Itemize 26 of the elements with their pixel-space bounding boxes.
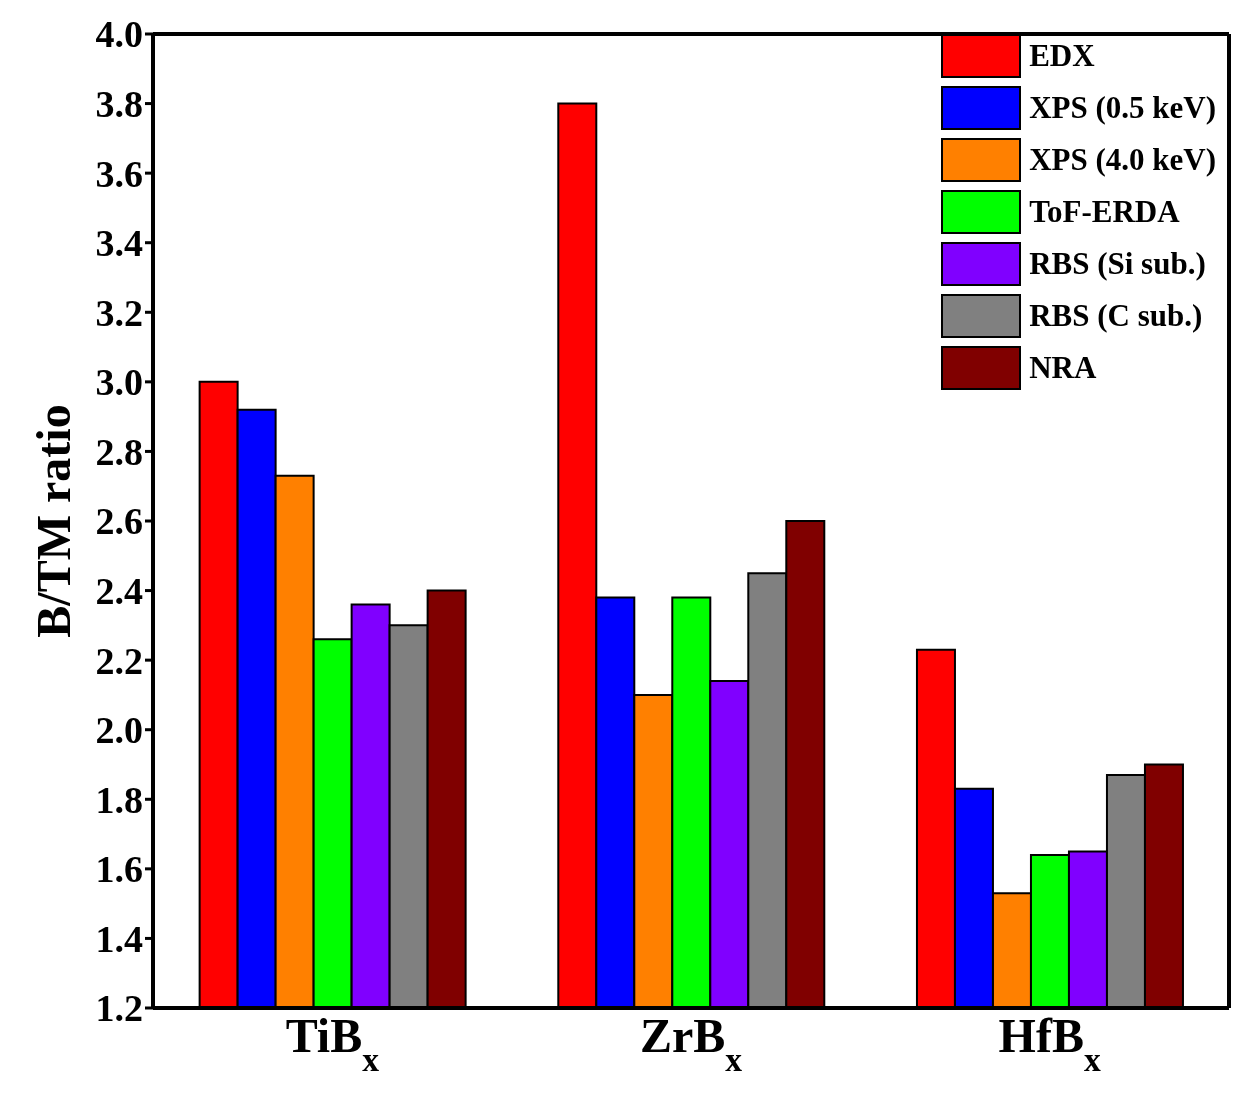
legend-label: XPS (0.5 keV) (1029, 90, 1216, 126)
y-tick-label: 2.4 (95, 570, 143, 613)
y-tick-label: 3.0 (95, 361, 143, 404)
y-tick-label: 2.0 (95, 709, 143, 752)
y-tick-label: 2.6 (95, 500, 143, 543)
legend-label: XPS (4.0 keV) (1029, 142, 1216, 178)
y-tick-label: 3.8 (95, 83, 143, 126)
x-tick-label: TiB$_{x}$ (285, 1009, 380, 1078)
legend-label: RBS (Si sub.) (1029, 246, 1206, 282)
x-tick-label: HfB$_{x}$ (998, 1009, 1101, 1078)
y-tick-label: 1.4 (95, 917, 143, 960)
y-tick-label: 4.0 (95, 13, 143, 56)
y-tick-label: 3.4 (95, 222, 143, 265)
y-tick-label: 1.8 (95, 778, 143, 821)
y-tick-label: 2.8 (95, 430, 143, 473)
x-tick-label: ZrB$_{x}$ (639, 1009, 743, 1078)
legend-label: EDX (1029, 38, 1095, 74)
y-tick-label: 3.2 (95, 291, 143, 334)
y-tick-label: 1.2 (95, 987, 143, 1030)
y-axis-title: B/TM ratio (27, 404, 81, 638)
y-tick-label: 3.6 (95, 152, 143, 195)
legend-label: NRA (1029, 350, 1097, 386)
y-tick-label: 2.2 (95, 639, 143, 682)
legend-label: ToF-ERDA (1029, 194, 1180, 230)
y-tick-label: 1.6 (95, 848, 143, 891)
legend-label: RBS (C sub.) (1029, 298, 1203, 334)
